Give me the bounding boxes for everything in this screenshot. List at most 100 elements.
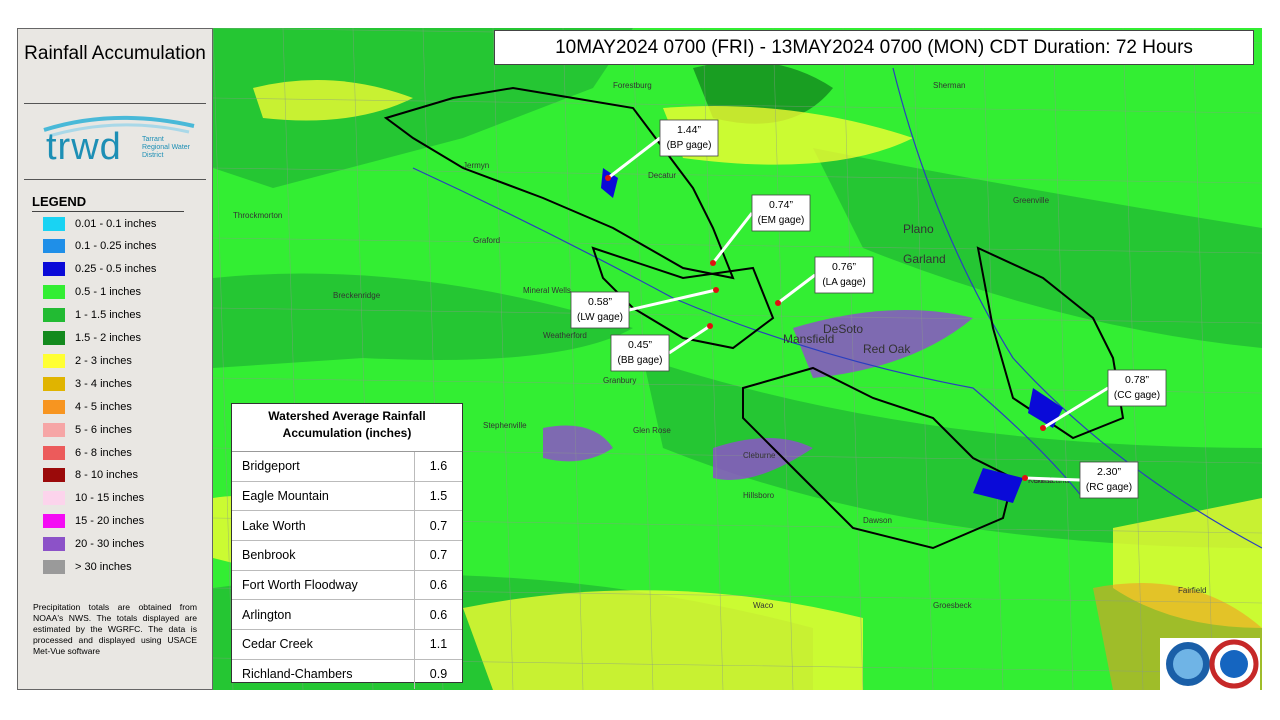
legend-item: 0.1 - 0.25 inches xyxy=(43,238,156,255)
legend-item: 2 - 3 inches xyxy=(43,352,132,369)
reservoir xyxy=(973,468,1023,503)
county-line xyxy=(213,97,1262,114)
place-label: Weatherford xyxy=(543,331,587,340)
place-label: Greenville xyxy=(1013,196,1050,205)
watershed-boundary xyxy=(383,86,735,280)
gage-box xyxy=(1107,369,1167,407)
gage-point xyxy=(710,260,716,266)
legend-swatch xyxy=(43,491,65,506)
rain-zone xyxy=(253,80,413,121)
watershed-value: 0.7 xyxy=(429,548,448,563)
place-label: Jermyn xyxy=(463,161,489,170)
gage-name: (BB gage) xyxy=(617,355,662,366)
place-label: Garland xyxy=(903,252,946,266)
legend-swatch xyxy=(43,376,65,391)
place-label: Granbury xyxy=(603,376,636,385)
watershed-name: Eagle Mountain xyxy=(232,481,415,511)
watershed-boundary xyxy=(742,366,1015,550)
place-label: Breckenridge xyxy=(333,291,381,300)
county-line xyxy=(842,28,864,690)
watershed-value: 0.9 xyxy=(429,667,448,682)
county-line xyxy=(213,237,1262,254)
watershed-value: 1.5 xyxy=(429,489,448,504)
legend-label: 2 - 3 inches xyxy=(75,354,132,367)
legend-swatch xyxy=(43,216,65,231)
place-label: Sherman xyxy=(933,81,965,90)
place-label: Glen Rose xyxy=(633,426,671,435)
note: Precipitation totals are obtained from N… xyxy=(33,602,197,656)
legend-swatch xyxy=(43,422,65,437)
gage-value: 0.58” xyxy=(588,296,612,308)
place-label: Mineral Wells xyxy=(523,286,571,295)
watershed-name: Arlington xyxy=(232,600,415,630)
legend-label: > 30 inches xyxy=(75,561,132,573)
county-line xyxy=(492,28,514,690)
rain-zone xyxy=(643,358,1262,548)
place-label: Kerens xyxy=(1028,476,1053,485)
place-label: Forestburg xyxy=(613,81,652,90)
watershed-table: Watershed Average Rainfall Accumulation … xyxy=(231,403,463,689)
legend-swatch xyxy=(43,399,65,414)
gage-leader xyxy=(711,212,754,264)
legend-item: 5 - 6 inches xyxy=(43,421,132,438)
legend-item: 20 - 30 inches xyxy=(43,536,144,553)
reservoir xyxy=(601,168,618,198)
watershed-value: 0.6 xyxy=(429,578,448,593)
legend-item: 0.25 - 0.5 inches xyxy=(43,261,156,278)
legend-item: 1 - 1.5 inches xyxy=(43,307,141,324)
gage-leader xyxy=(1042,386,1109,430)
watershed-name: Bridgeport xyxy=(232,452,415,481)
logo: trwd Tarrant Regional Water District xyxy=(24,104,206,180)
legend-swatch xyxy=(43,514,65,529)
county-line xyxy=(772,28,794,690)
legend-swatch xyxy=(43,308,65,323)
gage-box xyxy=(751,194,811,232)
gage-name: (BP gage) xyxy=(667,140,712,151)
legend-swatch xyxy=(43,262,65,277)
place-label: Waco xyxy=(753,601,774,610)
rain-zone xyxy=(543,425,613,462)
legend-item: 3 - 4 inches xyxy=(43,375,132,392)
legend-label: 1.5 - 2 inches xyxy=(75,332,142,344)
gage-box xyxy=(1079,461,1139,499)
legend-item: 10 - 15 inches xyxy=(43,490,144,507)
county-line xyxy=(213,307,1262,324)
county-line xyxy=(213,377,1262,394)
watershed-boundary xyxy=(976,246,1125,440)
legend-swatch xyxy=(43,468,65,483)
gage-leader xyxy=(607,136,661,180)
gage-value: 0.74” xyxy=(769,199,793,211)
table-title: Watershed Average Rainfall Accumulation … xyxy=(232,404,462,452)
legend-item: > 30 inches xyxy=(43,559,132,576)
legend-title: LEGEND xyxy=(32,194,184,212)
legend-label: 0.01 - 0.1 inches xyxy=(75,217,157,230)
logo-name: trwd xyxy=(46,126,122,168)
watershed-name: Lake Worth xyxy=(232,511,415,541)
watershed-name: Benbrook xyxy=(232,541,415,570)
gage-box xyxy=(570,291,630,329)
legend-item: 15 - 20 inches xyxy=(43,513,144,530)
table-row: Eagle Mountain 1.5 xyxy=(232,481,462,512)
watershed-value: 1.6 xyxy=(429,459,448,474)
legend-label: 3 - 4 inches xyxy=(75,377,132,390)
place-label: Cleburne xyxy=(743,451,776,460)
watershed-value: 0.6 xyxy=(429,607,448,622)
county-line xyxy=(213,167,1262,184)
county-line xyxy=(1052,28,1074,690)
legend-item: 8 - 10 inches xyxy=(43,467,138,484)
place-label: Decatur xyxy=(648,171,676,180)
place-label: Plano xyxy=(903,222,934,236)
gage-leader xyxy=(628,288,717,312)
county-line xyxy=(982,28,1004,690)
legend-item: 0.01 - 0.1 inches xyxy=(43,215,156,232)
legend-label: 8 - 10 inches xyxy=(75,469,138,482)
county-line xyxy=(562,28,584,690)
place-label: Red Oak xyxy=(863,342,911,356)
rain-zone xyxy=(813,148,1262,348)
gage-value: 0.76” xyxy=(832,261,856,273)
gage-box xyxy=(814,256,874,294)
river xyxy=(892,67,1262,549)
watershed-value: 0.7 xyxy=(429,518,448,533)
gage-value: 0.78” xyxy=(1125,374,1149,386)
county-line xyxy=(213,28,234,690)
